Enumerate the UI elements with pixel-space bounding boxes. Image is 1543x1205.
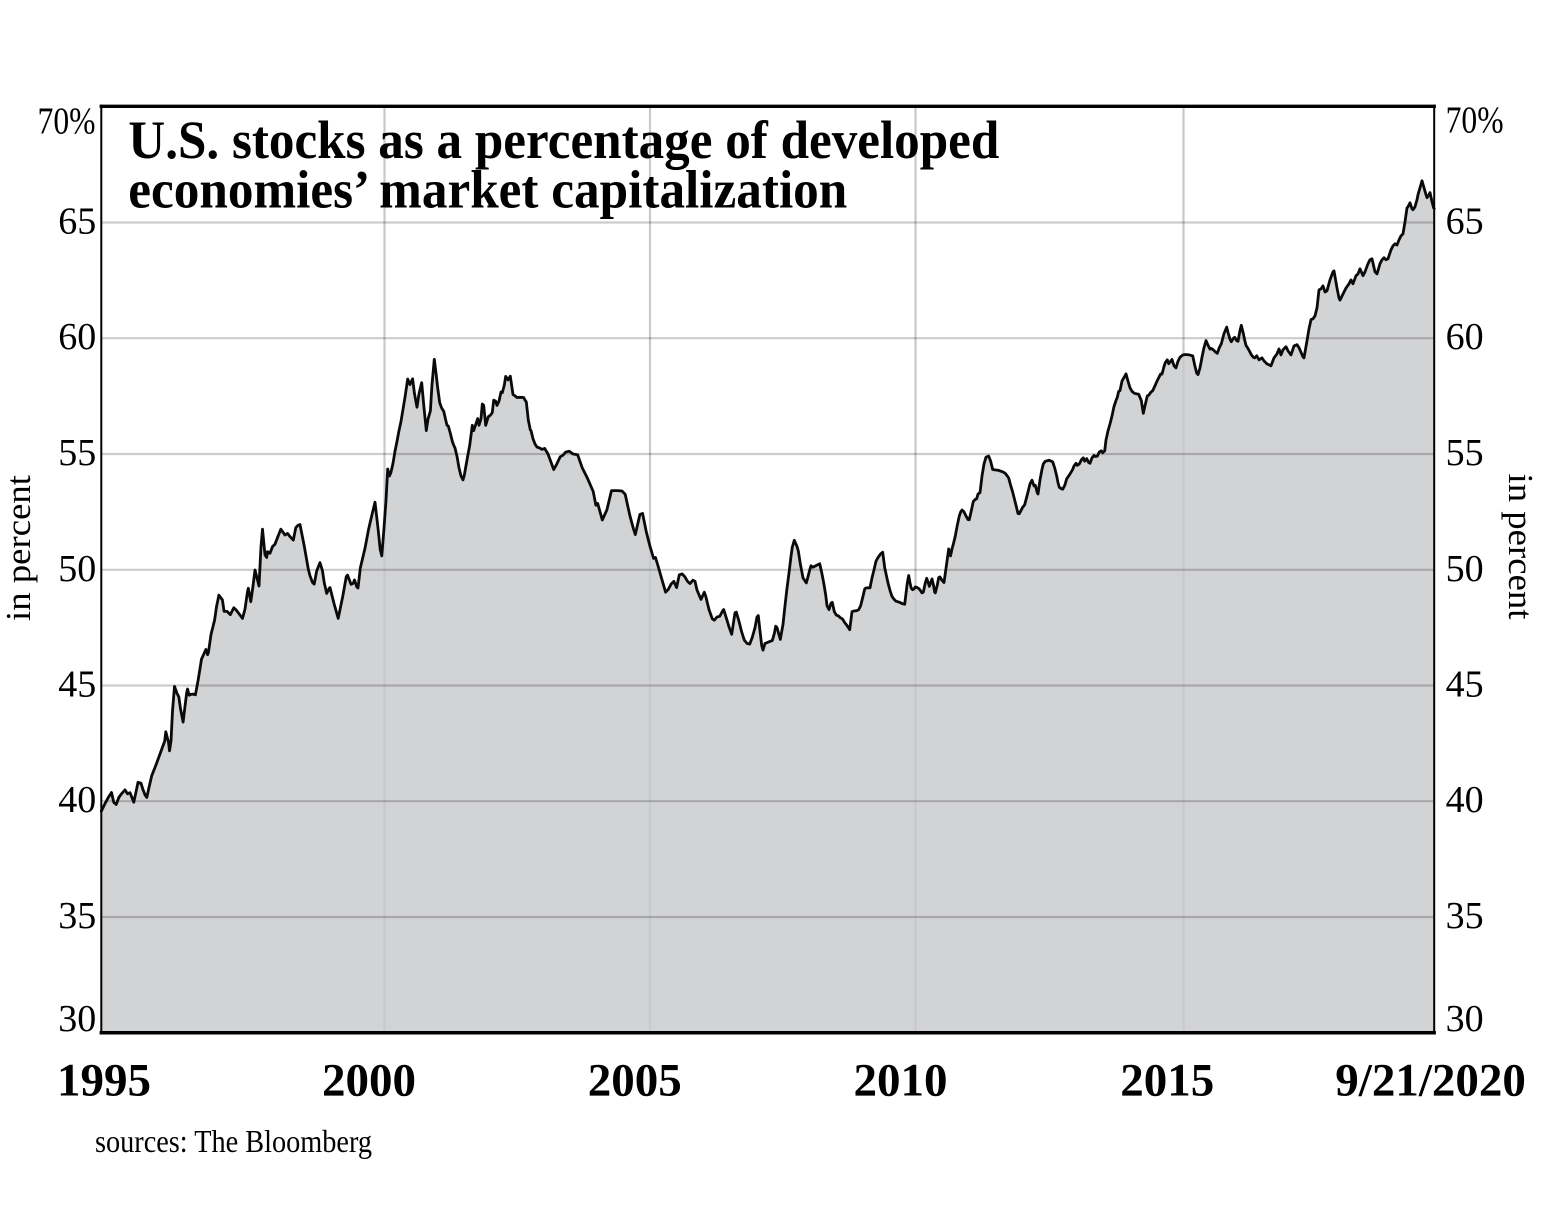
svg-text:50: 50 [1446, 548, 1484, 590]
svg-text:economies’ market capitalizati: economies’ market capitalization [128, 160, 847, 220]
svg-text:65: 65 [58, 201, 96, 243]
svg-text:45: 45 [1446, 664, 1484, 706]
svg-text:60: 60 [58, 316, 96, 358]
svg-text:70%: 70% [38, 101, 96, 143]
svg-text:in percent: in percent [0, 475, 38, 621]
svg-text:sources: The Bloomberg: sources: The Bloomberg [95, 1123, 372, 1159]
svg-text:50: 50 [58, 548, 96, 590]
svg-text:2000: 2000 [322, 1054, 416, 1106]
svg-text:55: 55 [58, 432, 96, 474]
svg-text:60: 60 [1446, 316, 1484, 358]
svg-text:40: 40 [58, 779, 96, 821]
svg-text:2005: 2005 [588, 1054, 682, 1106]
svg-text:70%: 70% [1446, 100, 1504, 142]
svg-text:40: 40 [1446, 779, 1484, 821]
svg-text:30: 30 [58, 998, 96, 1040]
svg-text:35: 35 [1446, 895, 1484, 937]
svg-text:55: 55 [1446, 432, 1484, 474]
svg-text:in percent: in percent [1501, 474, 1540, 620]
svg-text:2010: 2010 [854, 1054, 948, 1106]
svg-text:35: 35 [58, 895, 96, 937]
svg-text:2015: 2015 [1120, 1054, 1214, 1106]
svg-text:65: 65 [1446, 201, 1484, 243]
svg-text:45: 45 [58, 664, 96, 706]
svg-text:9/21/2020: 9/21/2020 [1335, 1054, 1526, 1106]
svg-text:30: 30 [1446, 998, 1484, 1040]
svg-text:U.S. stocks as a percentage of: U.S. stocks as a percentage of developed [128, 110, 999, 170]
svg-text:1995: 1995 [57, 1054, 151, 1106]
